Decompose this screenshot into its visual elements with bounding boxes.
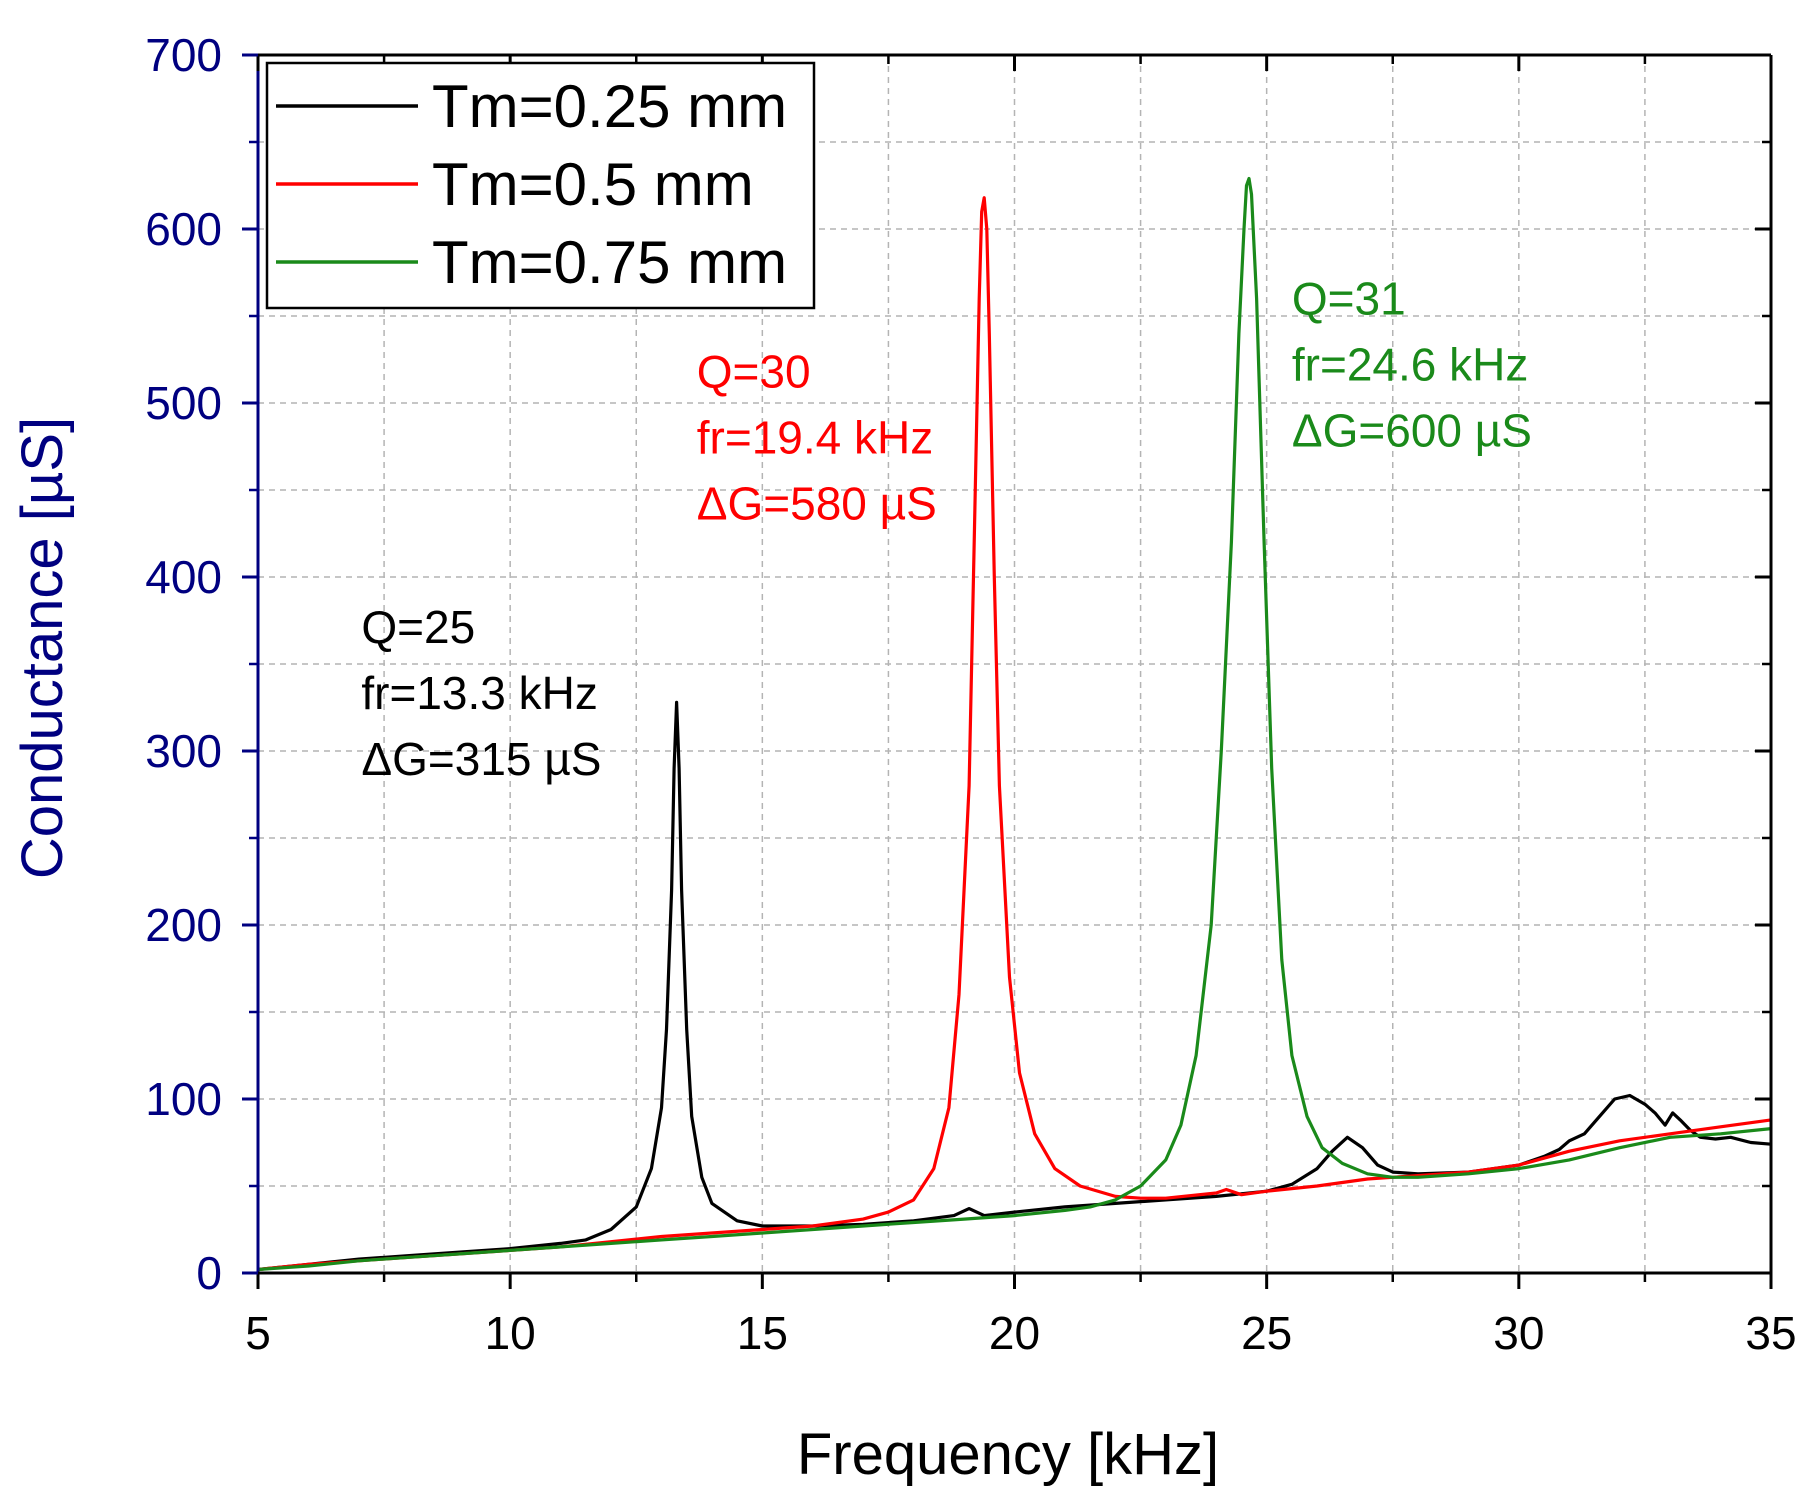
legend: Tm=0.25 mm Tm=0.5 mm Tm=0.75 mm: [265, 61, 816, 310]
series-layer: [257, 176, 1772, 1272]
legend-label: Tm=0.75 mm: [432, 229, 787, 296]
axes-layer: [242, 53, 1773, 1289]
annotation-line: ΔG=315 µS: [361, 733, 601, 785]
annotation-line: fr=19.4 kHz: [697, 411, 934, 463]
annotation-line: ΔG=580 µS: [697, 477, 937, 529]
annotation-line: ΔG=600 µS: [1292, 404, 1532, 456]
y-tick-label: 300: [145, 725, 222, 777]
legend-label: Tm=0.5 mm: [432, 151, 754, 218]
annotation-line: Q=30: [697, 345, 811, 397]
annotation-3: Q=31 fr=24.6 kHz ΔG=600 µS: [1292, 272, 1532, 456]
annotation-1: Q=25 fr=13.3 kHz ΔG=315 µS: [361, 601, 601, 785]
annotation-line: fr=24.6 kHz: [1292, 338, 1529, 390]
x-axis-title: Frequency [kHz]: [797, 1422, 1219, 1487]
x-tick-label: 5: [245, 1307, 271, 1359]
x-tick-label: 20: [989, 1307, 1040, 1359]
x-tick-label: 10: [485, 1307, 536, 1359]
x-tick-label: 30: [1493, 1307, 1544, 1359]
annotation-line: Q=25: [361, 601, 475, 653]
y-tick-label: 500: [145, 377, 222, 429]
series-line-1: [257, 700, 1772, 1272]
y-tick-label: 400: [145, 551, 222, 603]
annotation-2: Q=30 fr=19.4 kHz ΔG=580 µS: [697, 345, 937, 529]
y-axis-title: Conductance [µS]: [10, 417, 75, 879]
y-tick-label: 200: [145, 899, 222, 951]
x-tick-label: 35: [1745, 1307, 1796, 1359]
annotation-line: fr=13.3 kHz: [361, 667, 597, 719]
series-line-2: [257, 196, 1772, 1272]
x-tick-label: 25: [1241, 1307, 1292, 1359]
y-tick-label: 100: [145, 1073, 222, 1125]
y-tick-label: 600: [145, 203, 222, 255]
annotation-line: Q=31: [1292, 272, 1406, 324]
series-line-3: [257, 176, 1772, 1272]
y-tick-label: 0: [196, 1247, 222, 1299]
x-tick-label: 15: [737, 1307, 788, 1359]
y-tick-label: 700: [145, 29, 222, 81]
annotation-layer: Q=25 fr=13.3 kHz ΔG=315 µS Q=30 fr=19.4 kHz Δ…: [361, 272, 1532, 785]
tick-label-layer: 5 10 15 20 25 30 35 0 100 200 300 400 500 600 700: [145, 29, 1796, 1359]
legend-label: Tm=0.25 mm: [432, 73, 787, 140]
